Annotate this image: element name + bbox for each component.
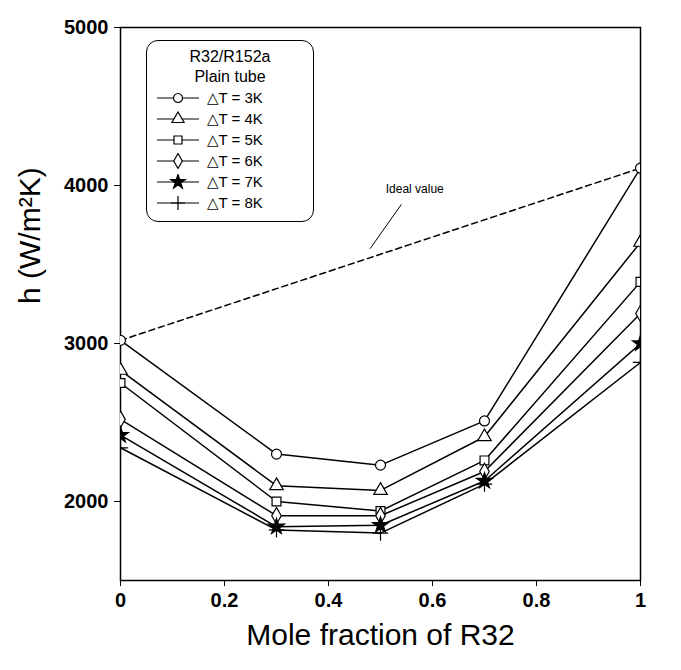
svg-text:0.2: 0.2 <box>211 589 239 611</box>
svg-text:1: 1 <box>635 589 646 611</box>
svg-text:Mole fraction of R32: Mole fraction of R32 <box>246 618 514 651</box>
svg-text:h (W/m²K): h (W/m²K) <box>13 167 46 304</box>
svg-text:0: 0 <box>115 589 126 611</box>
html-text:△T = 3K: △T = 3K <box>207 88 263 106</box>
svg-text:0.4: 0.4 <box>315 589 344 611</box>
html-text:△T = 6K: △T = 6K <box>207 151 263 169</box>
svg-text:2000: 2000 <box>64 490 109 512</box>
svg-text:0.8: 0.8 <box>523 589 551 611</box>
html-text:R32/R152a: R32/R152a <box>189 48 271 65</box>
svg-text:0.6: 0.6 <box>419 589 447 611</box>
html-text:△T = 4K: △T = 4K <box>207 109 263 127</box>
svg-text:4000: 4000 <box>64 174 109 196</box>
svg-text:5000: 5000 <box>64 16 109 38</box>
html-text:△T = 7K: △T = 7K <box>207 172 263 190</box>
svg-text:3000: 3000 <box>64 332 109 354</box>
html-text:△T = 5K: △T = 5K <box>207 130 263 148</box>
html-text:Plain tube: Plain tube <box>194 68 266 85</box>
html-text:△T = 8K: △T = 8K <box>207 193 263 211</box>
svg-text:Ideal value: Ideal value <box>386 182 444 196</box>
